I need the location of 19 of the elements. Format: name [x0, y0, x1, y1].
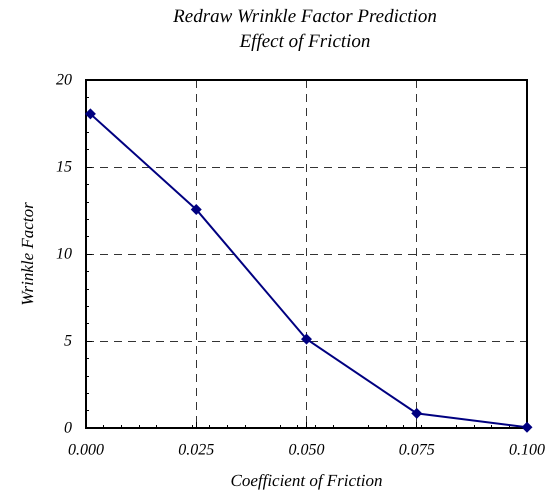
y-tick-label: 0	[64, 420, 72, 436]
point	[190, 204, 202, 215]
point	[522, 422, 532, 433]
y-tick-label: 10	[56, 246, 72, 262]
x-tick-label: 0.050	[288, 442, 324, 458]
y-tick-label: 15	[56, 158, 72, 176]
point	[84, 108, 96, 120]
y-axis-title: Wrinkle Factor	[18, 202, 37, 306]
x-tick-label: 0.075	[398, 442, 435, 458]
x-tick-label: 0.025	[178, 442, 214, 458]
point	[301, 334, 312, 345]
chart-title: Redraw Wrinkle Factor Prediction	[172, 6, 437, 27]
y-tick-label: 20	[56, 72, 72, 88]
x-tick-label: 0.100	[509, 442, 545, 458]
x-tick-label: 0.000	[68, 442, 104, 458]
x-axis-title: Coefficient of Friction	[230, 471, 383, 490]
point	[411, 408, 422, 419]
y-tick-label: 5	[64, 332, 72, 350]
chart-subtitle: Effect of Friction	[238, 31, 370, 52]
